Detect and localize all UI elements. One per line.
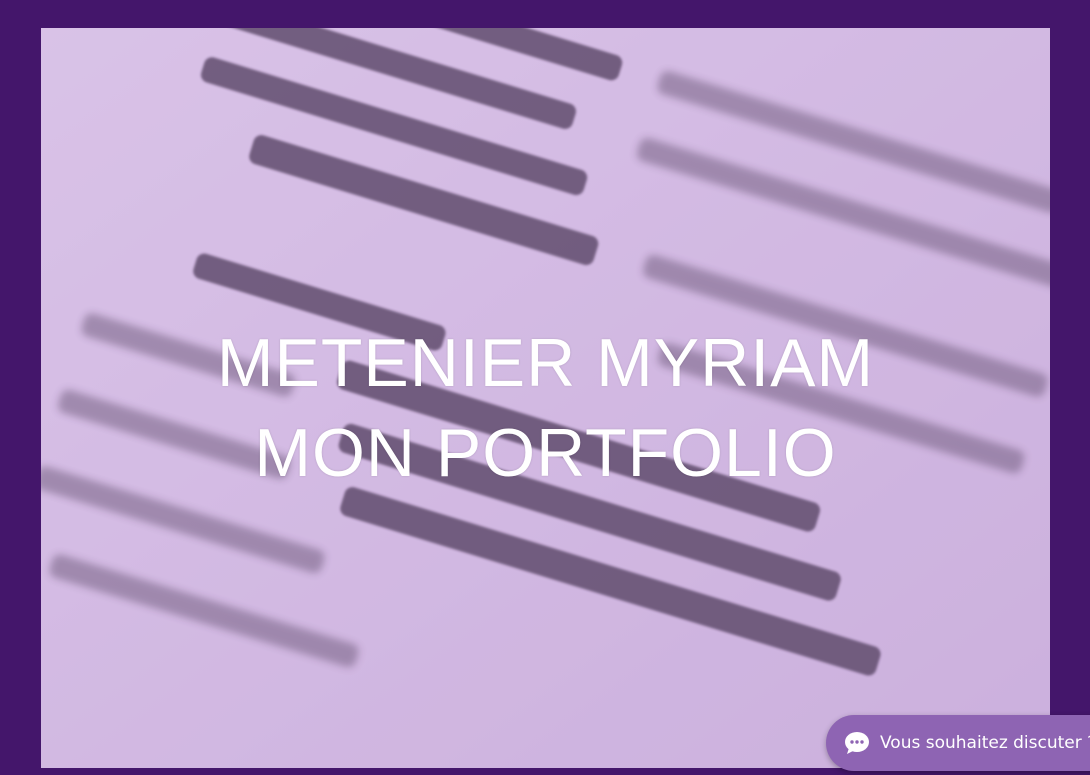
chat-label: Vous souhaitez discuter ? [880,733,1090,753]
chat-icon [845,732,869,754]
title-line: METENIER MYRIAM [216,325,875,401]
hero: METENIER MYRIAM MON PORTFOLIO [41,28,1050,768]
hero-title: METENIER MYRIAM MON PORTFOLIO [41,318,1050,498]
chat-button[interactable]: Vous souhaitez discuter ? [826,715,1090,771]
hero-background [41,28,1050,768]
title-line: MON PORTFOLIO [254,415,837,491]
